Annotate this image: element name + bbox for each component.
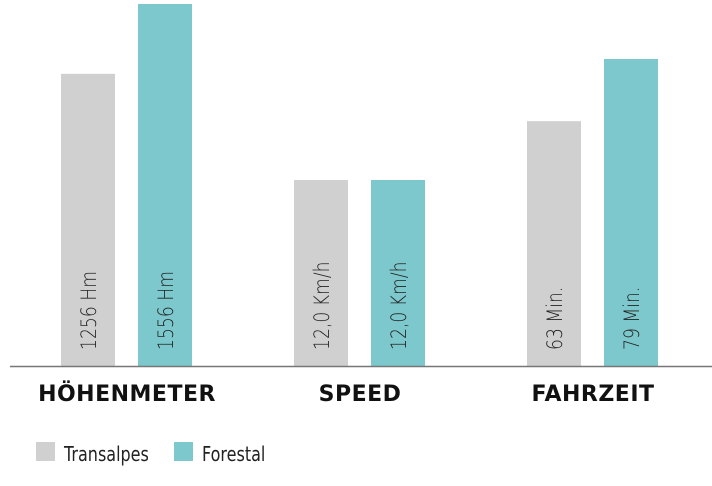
bar-transalpes-3	[527, 121, 581, 366]
bar-forestal-3	[604, 59, 658, 366]
bar-forestal-1	[138, 4, 192, 366]
bar-transalpes-1	[61, 73, 115, 366]
category-label: HÖHENMETER	[38, 381, 216, 407]
legend-label: Forestal	[202, 443, 265, 466]
category-label: FAHRZEIT	[531, 382, 654, 407]
legend-swatch-transalpes	[36, 442, 55, 461]
legend-label: Transalpes	[63, 443, 149, 466]
bar-forestal-2	[371, 180, 425, 366]
bar-value-label: 12,0 Km/h	[386, 261, 411, 350]
bar-value-label: 1556 Hm	[153, 271, 178, 350]
bar-value-label: 79 Min.	[619, 287, 644, 350]
bar-value-label: 63 Min.	[542, 287, 567, 350]
category-label: SPEED	[319, 382, 402, 407]
bar-value-label: 1256 Hm	[76, 271, 101, 350]
bar-transalpes-2	[294, 180, 348, 366]
legend-swatch-forestal	[174, 442, 193, 461]
bar-value-label: 12,0 Km/h	[309, 261, 334, 350]
